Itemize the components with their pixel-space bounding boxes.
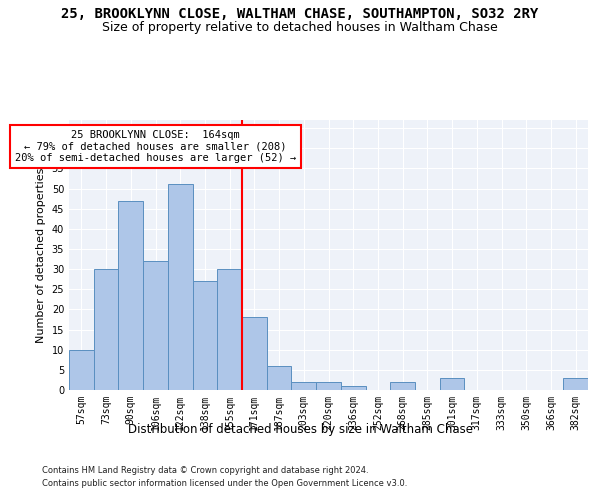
- Bar: [69, 350, 94, 390]
- Bar: [390, 382, 415, 390]
- Bar: [563, 378, 588, 390]
- Bar: [267, 366, 292, 390]
- Bar: [341, 386, 365, 390]
- Text: Contains public sector information licensed under the Open Government Licence v3: Contains public sector information licen…: [42, 479, 407, 488]
- Bar: [94, 269, 118, 390]
- Bar: [292, 382, 316, 390]
- Text: 25 BROOKLYNN CLOSE:  164sqm
← 79% of detached houses are smaller (208)
20% of se: 25 BROOKLYNN CLOSE: 164sqm ← 79% of deta…: [15, 130, 296, 164]
- Bar: [143, 261, 168, 390]
- Bar: [440, 378, 464, 390]
- Y-axis label: Number of detached properties: Number of detached properties: [36, 168, 46, 342]
- Text: Contains HM Land Registry data © Crown copyright and database right 2024.: Contains HM Land Registry data © Crown c…: [42, 466, 368, 475]
- Bar: [217, 269, 242, 390]
- Text: 25, BROOKLYNN CLOSE, WALTHAM CHASE, SOUTHAMPTON, SO32 2RY: 25, BROOKLYNN CLOSE, WALTHAM CHASE, SOUT…: [61, 8, 539, 22]
- Bar: [316, 382, 341, 390]
- Text: Size of property relative to detached houses in Waltham Chase: Size of property relative to detached ho…: [102, 21, 498, 34]
- Text: Distribution of detached houses by size in Waltham Chase: Distribution of detached houses by size …: [128, 422, 473, 436]
- Bar: [193, 281, 217, 390]
- Bar: [168, 184, 193, 390]
- Bar: [118, 200, 143, 390]
- Bar: [242, 318, 267, 390]
